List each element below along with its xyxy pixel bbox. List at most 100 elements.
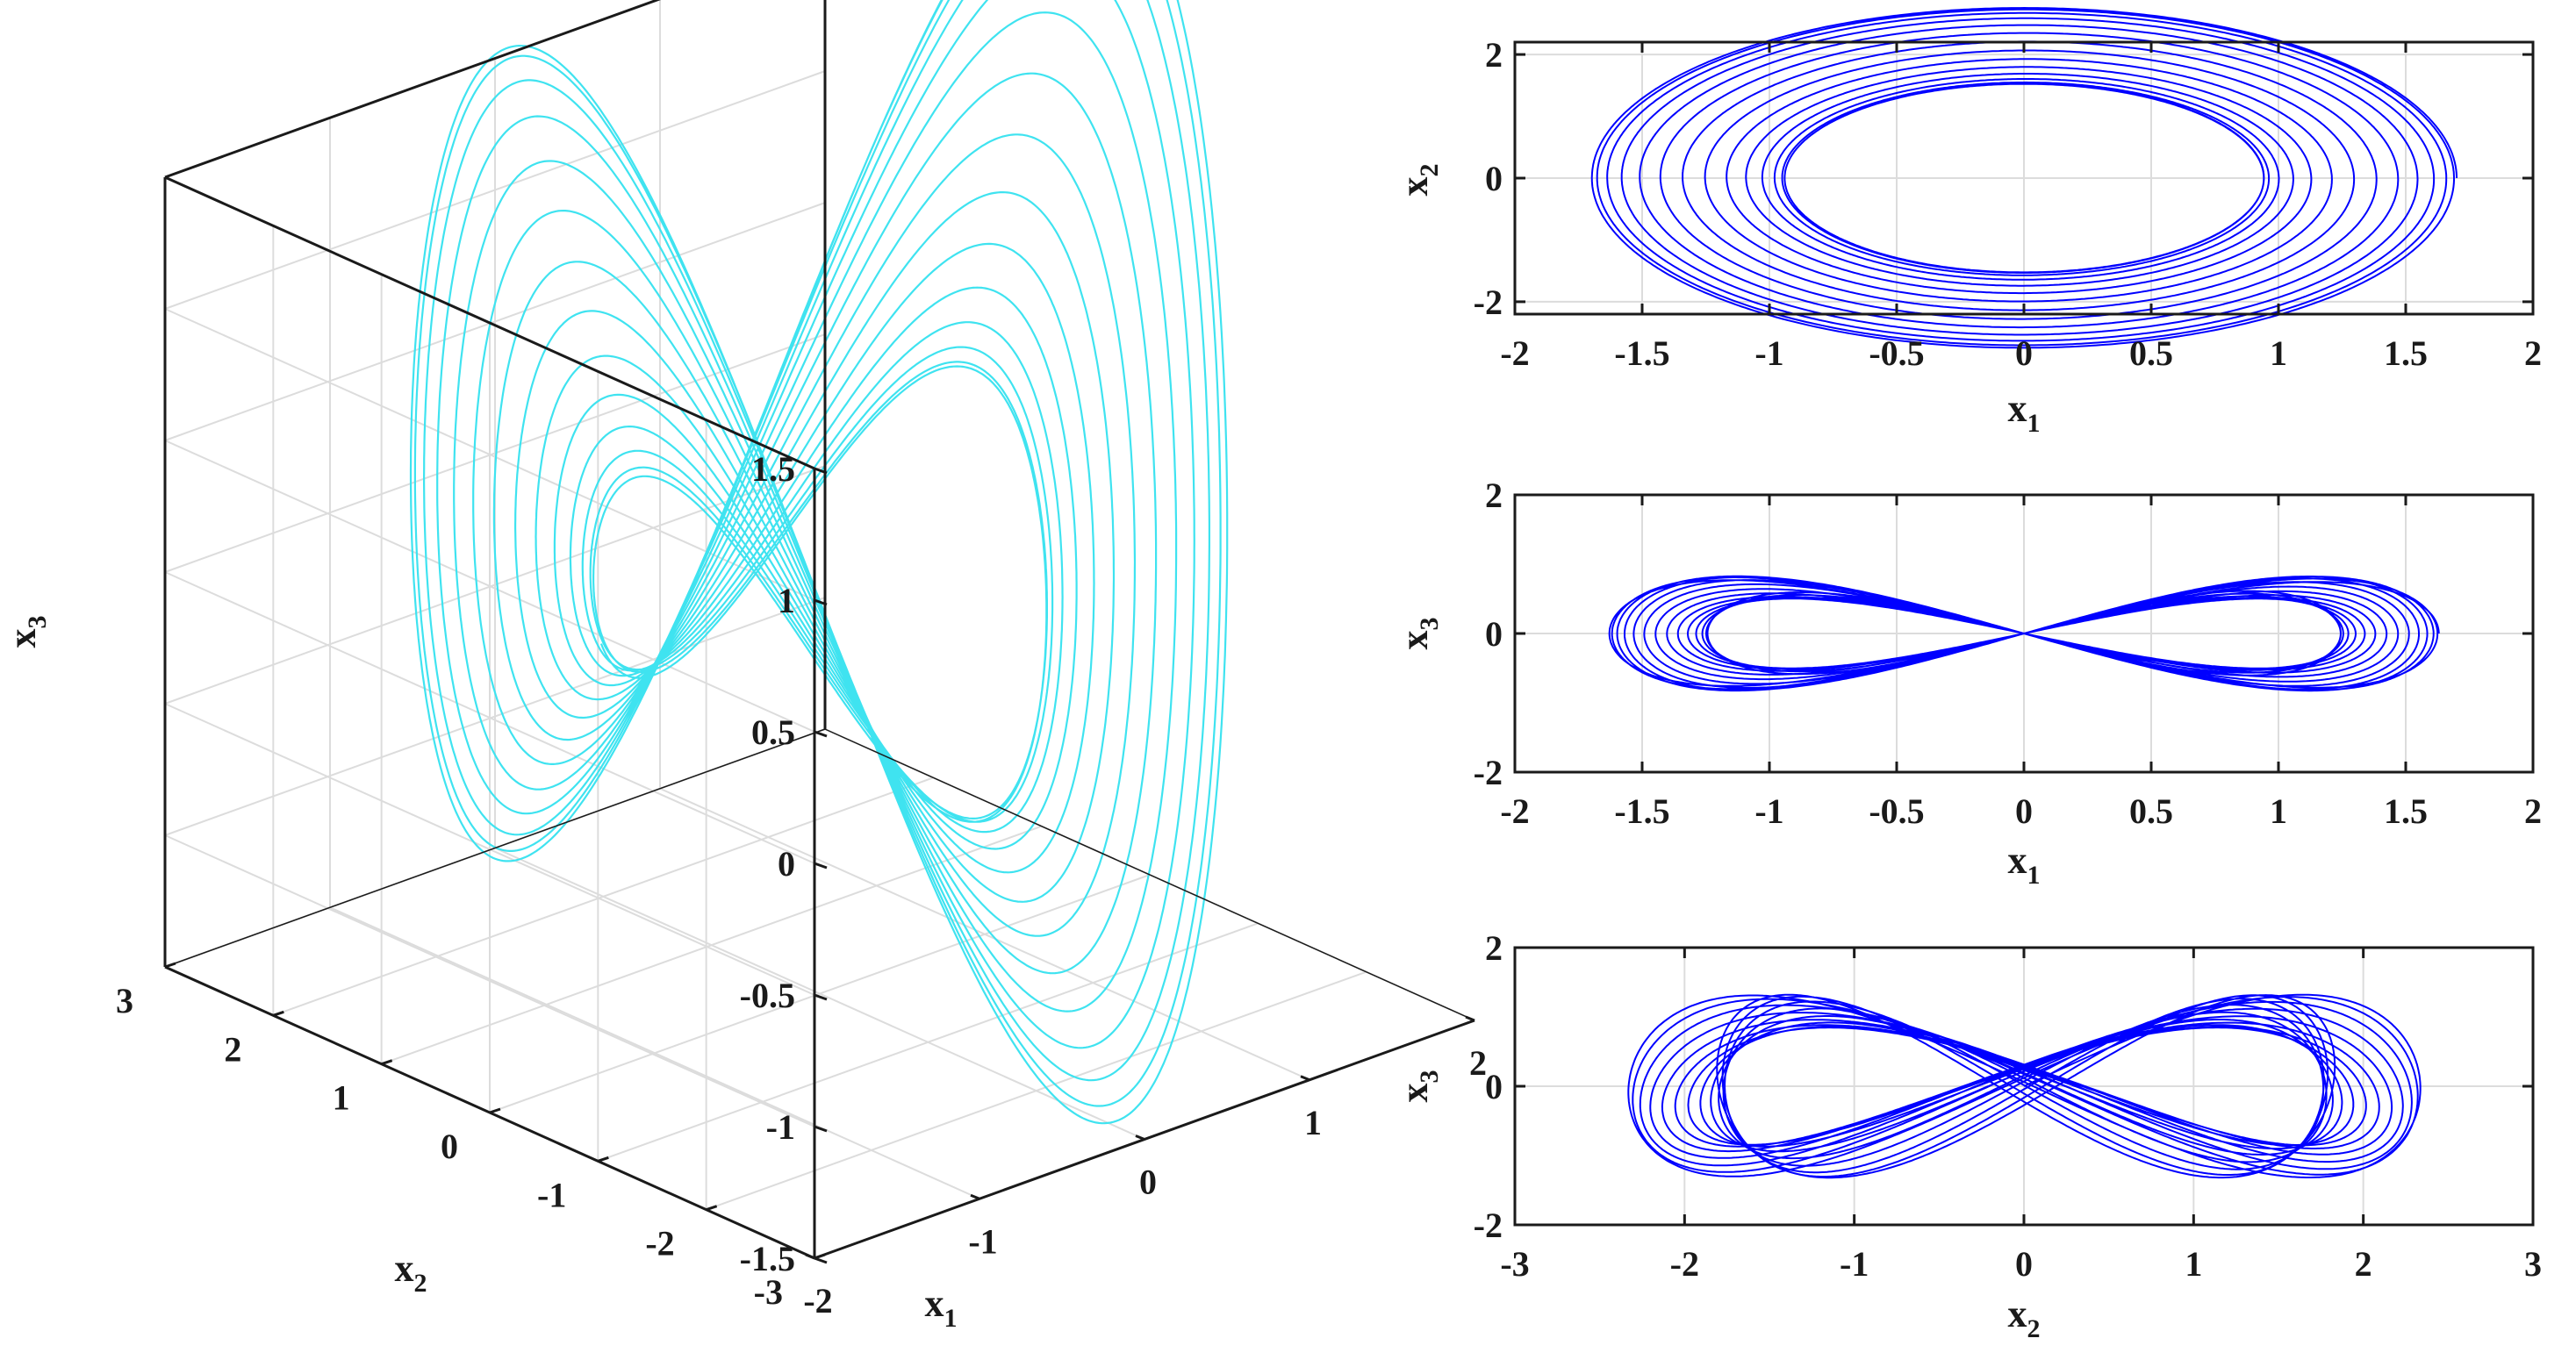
x-tick-label: -1: [1754, 333, 1783, 373]
plot-x1-x2-tick-labels: -2 -1.5 -1 -0.5 0 0.5 1 1.5 2 -2 0 2: [1474, 35, 2542, 373]
x1-tick-label: 0: [1139, 1163, 1157, 1202]
plot-x2-x3-ylabel: x3: [1393, 1070, 1444, 1103]
grid-line: [381, 825, 1043, 1065]
x1-tick-label: 2: [1469, 1043, 1487, 1083]
grid-line: [489, 874, 1151, 1113]
x-tick-label: -1: [1840, 1244, 1869, 1284]
tick-mark: [805, 1253, 815, 1260]
trajectory-line: [1608, 575, 2440, 692]
x3-tick-label: -0.5: [740, 976, 795, 1015]
x-tick-label: 1: [2185, 1244, 2202, 1284]
x2-tick-label: -2: [645, 1224, 674, 1263]
tick-mark: [489, 1107, 501, 1114]
plot-x1-x3-trajectory: [1608, 575, 2440, 692]
plot-x1-x2-ylabel: x2: [1393, 164, 1444, 197]
grid-line: [164, 70, 826, 310]
plot-x1-x3: -2 -1.5 -1 -0.5 0 0.5 1 1.5 2 -2 0 2 x1 x3: [1393, 476, 2542, 890]
plot-3d-tick-labels: -2 -1 0 1 2 -3 -2 -1 0 1 2 3 -1.5 -1 -0.5 0 0.5 1 1.5: [116, 449, 1487, 1320]
grid-line: [272, 777, 934, 1017]
x-tick-label: -3: [1500, 1244, 1529, 1284]
y-tick-label: 2: [1485, 35, 1503, 75]
x2-tick-label: 0: [441, 1127, 458, 1166]
x2-tick-label: 1: [333, 1078, 350, 1118]
grid-line: [164, 202, 826, 441]
trajectory-line: [1590, 6, 2458, 349]
tick-mark: [381, 1059, 393, 1066]
y-tick-label: -2: [1474, 1206, 1503, 1245]
x2-tick-label: -1: [537, 1175, 566, 1214]
x2-tick-label: -3: [754, 1272, 783, 1312]
tick-mark: [814, 1256, 828, 1264]
plot-3d: -2 -1 0 1 2 -3 -2 -1 0 1 2 3 -1.5 -1 -0.5 0 0.5 1 1.5 x3 x…: [1, 0, 1487, 1333]
plot-x1-x2: -2 -1.5 -1 -0.5 0 0.5 1 1.5 2 -2 0 2 x1 x2: [1393, 6, 2542, 438]
x-tick-label: 1.5: [2384, 791, 2428, 831]
x-tick-label: 3: [2524, 1244, 2542, 1284]
x-tick-label: -2: [1500, 791, 1529, 831]
tick-mark: [970, 1193, 980, 1200]
x-tick-label: 0.5: [2129, 333, 2173, 373]
trajectory-line: [409, 0, 1229, 1125]
tick-mark: [1300, 1075, 1310, 1082]
x2-tick-label: 2: [224, 1029, 241, 1069]
x1-tick-label: 1: [1304, 1103, 1322, 1142]
x3-tick-label: 0.5: [751, 712, 795, 752]
x-tick-label: 0: [2015, 333, 2033, 373]
plot-x1-x3-tick-labels: -2 -1.5 -1 -0.5 0 0.5 1 1.5 2 -2 0 2: [1474, 476, 2542, 831]
grid-line: [164, 571, 815, 864]
plot-3d-zlabel: x3: [1, 616, 52, 648]
y-tick-label: 2: [1485, 928, 1503, 968]
x-tick-label: -2: [1500, 333, 1529, 373]
tick-mark: [814, 1125, 828, 1133]
x3-tick-label: -1: [766, 1107, 795, 1147]
plot-x1-x3-xlabel: x1: [2008, 839, 2041, 890]
grid-line: [164, 597, 826, 836]
axis-line: [164, 0, 661, 179]
plot-3d-axes-box: [163, 0, 1475, 1264]
plot-x2-x3-xlabel: x2: [2008, 1292, 2041, 1343]
tick-mark: [814, 862, 828, 870]
y-tick-label: 0: [1485, 159, 1503, 198]
tick-mark: [597, 1156, 609, 1163]
y-tick-label: -2: [1474, 753, 1503, 792]
tick-mark: [814, 598, 828, 606]
x2-tick-label: 3: [116, 981, 133, 1020]
plot-3d-xlabel: x1: [925, 1282, 958, 1333]
x1-tick-label: -2: [803, 1281, 832, 1320]
x-tick-label: 1: [2270, 791, 2287, 831]
x-tick-label: 2: [2524, 791, 2542, 831]
x3-tick-label: 1.5: [751, 449, 795, 489]
plot-3d-ylabel: x2: [395, 1247, 427, 1298]
tick-mark: [814, 467, 828, 475]
x-tick-label: -1: [1754, 791, 1783, 831]
x-tick-label: -0.5: [1869, 791, 1924, 831]
axis-line: [164, 728, 826, 968]
trajectory-line: [1627, 993, 2422, 1179]
grid-line: [597, 922, 1259, 1163]
x-tick-label: 0.5: [2129, 791, 2173, 831]
y-tick-label: 2: [1485, 476, 1503, 515]
x3-tick-label: -1.5: [740, 1239, 795, 1278]
x-tick-label: 0: [2015, 1244, 2033, 1284]
grid-line: [706, 970, 1367, 1211]
x-tick-label: 0: [2015, 791, 2033, 831]
tick-mark: [814, 993, 828, 1001]
plot-x1-x2-xlabel: x1: [2008, 387, 2041, 438]
plot-x2-x3-tick-labels: -3 -2 -1 0 1 2 3-202: [1474, 928, 2542, 1284]
x-tick-label: -2: [1670, 1244, 1699, 1284]
y-tick-label: 0: [1485, 614, 1503, 654]
x3-tick-label: 1: [778, 581, 795, 620]
tick-mark: [1135, 1134, 1145, 1141]
x-tick-label: 1: [2270, 333, 2287, 373]
grid-line: [164, 834, 815, 1127]
x-tick-label: -1.5: [1614, 333, 1669, 373]
x3-tick-label: 0: [778, 844, 795, 884]
tick-mark: [1465, 1015, 1475, 1022]
tick-mark: [272, 1010, 284, 1017]
axis-line: [824, 728, 1475, 1021]
y-tick-label: 0: [1485, 1067, 1503, 1106]
plot-3d-trajectory: [409, 0, 1229, 1125]
plot-x2-x3: -3 -2 -1 0 1 2 3-202 x2 x3: [1393, 928, 2542, 1343]
x-tick-label: -0.5: [1869, 333, 1924, 373]
plot-x2-x3-trajectory: [1627, 993, 2422, 1179]
tick-mark: [164, 962, 176, 969]
